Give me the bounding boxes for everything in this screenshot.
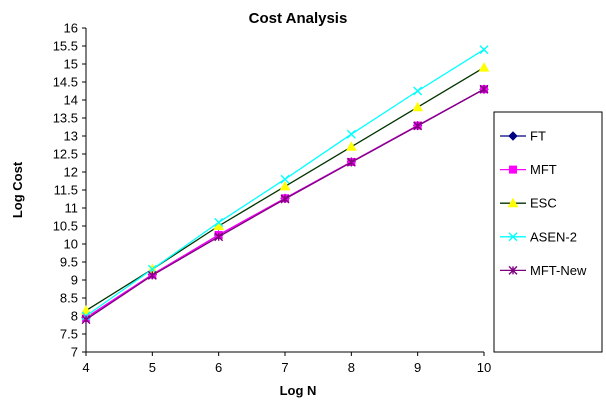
series-mft-new	[81, 84, 489, 325]
y-tick-label: 10	[64, 237, 78, 252]
data-point	[413, 121, 423, 131]
data-point	[214, 217, 224, 227]
series-layer	[80, 45, 490, 325]
y-tick-label: 14.5	[53, 75, 78, 90]
series-line	[85, 88, 485, 319]
legend-swatch-marker	[509, 165, 517, 174]
y-tick-label: 8	[71, 309, 78, 324]
y-tick-label: 7	[71, 345, 78, 360]
data-point	[413, 86, 423, 96]
data-point	[80, 305, 92, 315]
legend-label: ASEN-2	[530, 229, 577, 244]
x-tick-label: 4	[82, 360, 89, 375]
y-tick-label: 8.5	[60, 291, 78, 306]
x-tick-label: 5	[149, 360, 156, 375]
legend-item: FT	[500, 129, 546, 144]
legend-swatch-marker	[508, 265, 518, 275]
legend-item: ASEN-2	[500, 229, 577, 244]
y-tick-label: 15	[64, 57, 78, 72]
legend-swatch-marker	[507, 197, 519, 208]
data-point	[280, 194, 290, 204]
y-tick-label: 11	[65, 201, 79, 216]
data-point	[346, 157, 356, 167]
series-line	[85, 88, 485, 321]
chart-title: Cost Analysis	[249, 10, 348, 27]
legend-swatch-marker	[508, 131, 518, 141]
y-tick-label: 12.5	[53, 147, 78, 162]
data-point	[478, 62, 490, 72]
y-tick-label: 7.5	[60, 327, 78, 342]
legend-label: FT	[530, 129, 546, 144]
legend-label: MFT	[530, 162, 557, 177]
y-tick-label: 16	[64, 21, 78, 36]
legend-item: ESC	[500, 196, 557, 211]
legend-item: MFT	[500, 162, 557, 177]
y-tick-label: 12	[64, 165, 78, 180]
x-tick-label: 10	[477, 360, 491, 375]
data-point	[214, 232, 224, 242]
x-tick-label: 6	[215, 360, 222, 375]
y-tick-label: 9	[71, 273, 78, 288]
axes: 7 7.5 8 8.5 9 9.5 10 10.5 11 11.5 12 12.5 13 13.5 14 14…	[53, 21, 492, 376]
y-tick-label: 10.5	[53, 219, 78, 234]
y-tick-label: 11.5	[54, 183, 78, 198]
data-point	[279, 180, 291, 191]
legend-swatch-marker	[508, 232, 518, 242]
legend-box	[493, 111, 603, 353]
legend-label: ESC	[530, 196, 557, 211]
y-tick-label: 14	[64, 93, 78, 108]
y-tick-label: 13	[64, 129, 78, 144]
data-point	[346, 129, 356, 139]
y-axis-label: Log Cost	[10, 161, 25, 218]
y-tick-label: 9.5	[60, 255, 78, 270]
y-tick-label: 13.5	[53, 111, 78, 126]
legend-item: MFT-New	[500, 263, 587, 278]
legend-label: MFT-New	[530, 263, 587, 278]
data-point	[147, 270, 157, 280]
x-tick-label: 9	[414, 360, 421, 375]
data-point	[280, 174, 290, 184]
data-point	[479, 45, 489, 55]
x-tick-label: 8	[348, 360, 355, 375]
data-point	[345, 141, 357, 151]
series-line	[85, 88, 485, 319]
y-tick-label: 15.5	[53, 39, 78, 54]
data-point	[81, 315, 91, 325]
x-axis-label: Log N	[280, 383, 317, 398]
legend: FT MFT ESC ASEN-2 MFT-New	[493, 111, 603, 353]
data-point	[412, 101, 424, 112]
data-point	[479, 84, 489, 94]
x-tick-label: 7	[281, 360, 288, 375]
